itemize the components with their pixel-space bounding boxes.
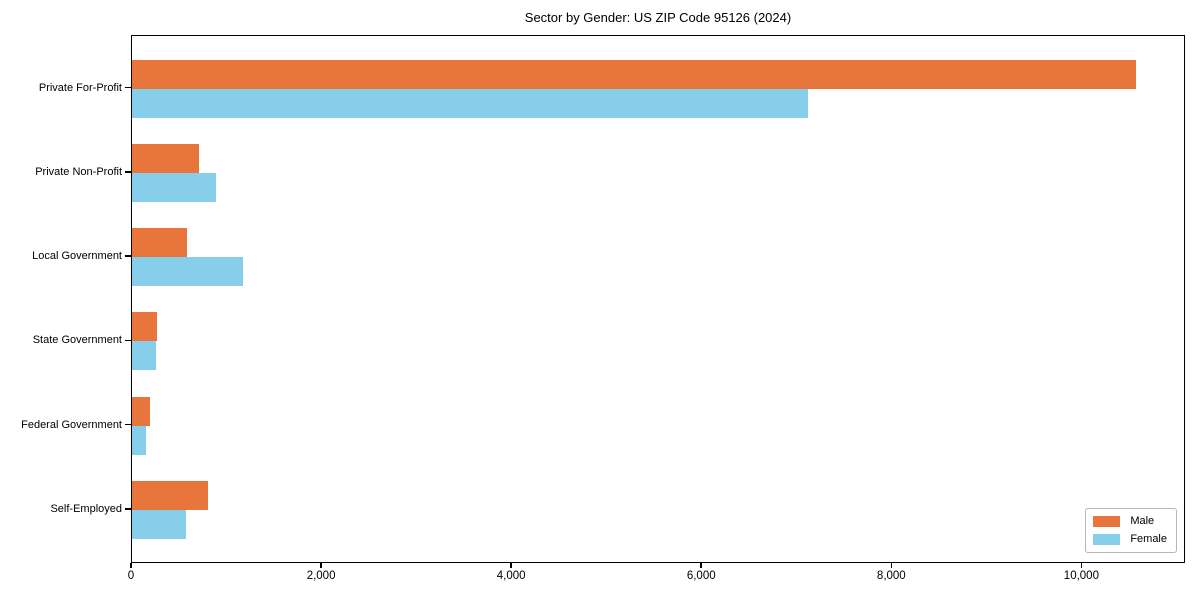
y-tick-mark [125,255,131,257]
x-tick-mark [1080,563,1083,568]
y-tick-label: State Government [32,334,122,347]
x-tick-label: 10,000 [1063,570,1099,582]
x-tick-label: 4,000 [496,570,526,582]
bar-male-local-government [132,228,188,258]
bar-female-self-employed [132,510,187,539]
bar-female-private-for-profit [132,88,808,118]
x-tick-label: 2,000 [306,570,336,582]
y-tick-mark [125,423,131,426]
x-tick-mark [510,563,512,568]
bar-male-private-non-profit [132,143,199,173]
legend-label: Male [1130,515,1155,527]
legend-label: Female [1130,533,1167,545]
y-tick-mark [125,86,131,89]
y-tick-label: Local Government [32,250,122,263]
legend-entry-male: Male [1093,515,1167,528]
bar-female-private-non-profit [132,172,216,202]
legend-entry-female: Female [1093,533,1167,546]
x-tick-mark [320,563,322,568]
bar-male-state-government [132,312,157,342]
chart-title: Sector by Gender: US ZIP Code 95126 (202… [524,10,792,25]
plot-area: Male Female [131,35,1185,563]
legend-swatch-female-icon [1093,534,1121,545]
x-tick-label: 8,000 [876,570,906,582]
bar-male-federal-government [132,396,151,426]
x-tick-mark [700,563,702,568]
y-tick-label: Self-Employed [50,503,122,515]
x-tick-mark [890,563,893,568]
x-tick-mark [130,563,132,568]
bar-male-self-employed [132,481,209,510]
legend-swatch-male-icon [1093,516,1121,527]
y-tick-mark [125,171,131,173]
y-tick-mark [125,339,131,342]
x-tick-label: 6,000 [686,570,716,582]
bar-female-federal-government [132,425,147,455]
bar-female-state-government [132,341,156,371]
bar-male-private-for-profit [132,59,1136,89]
y-tick-label: Private For-Profit [38,81,122,94]
y-tick-mark [125,508,131,510]
y-tick-label: Federal Government [21,418,122,431]
bar-female-local-government [132,257,244,287]
y-tick-label: Private Non-Profit [35,165,122,178]
legend: Male Female [1085,508,1177,553]
x-tick-label: 0 [127,570,135,582]
